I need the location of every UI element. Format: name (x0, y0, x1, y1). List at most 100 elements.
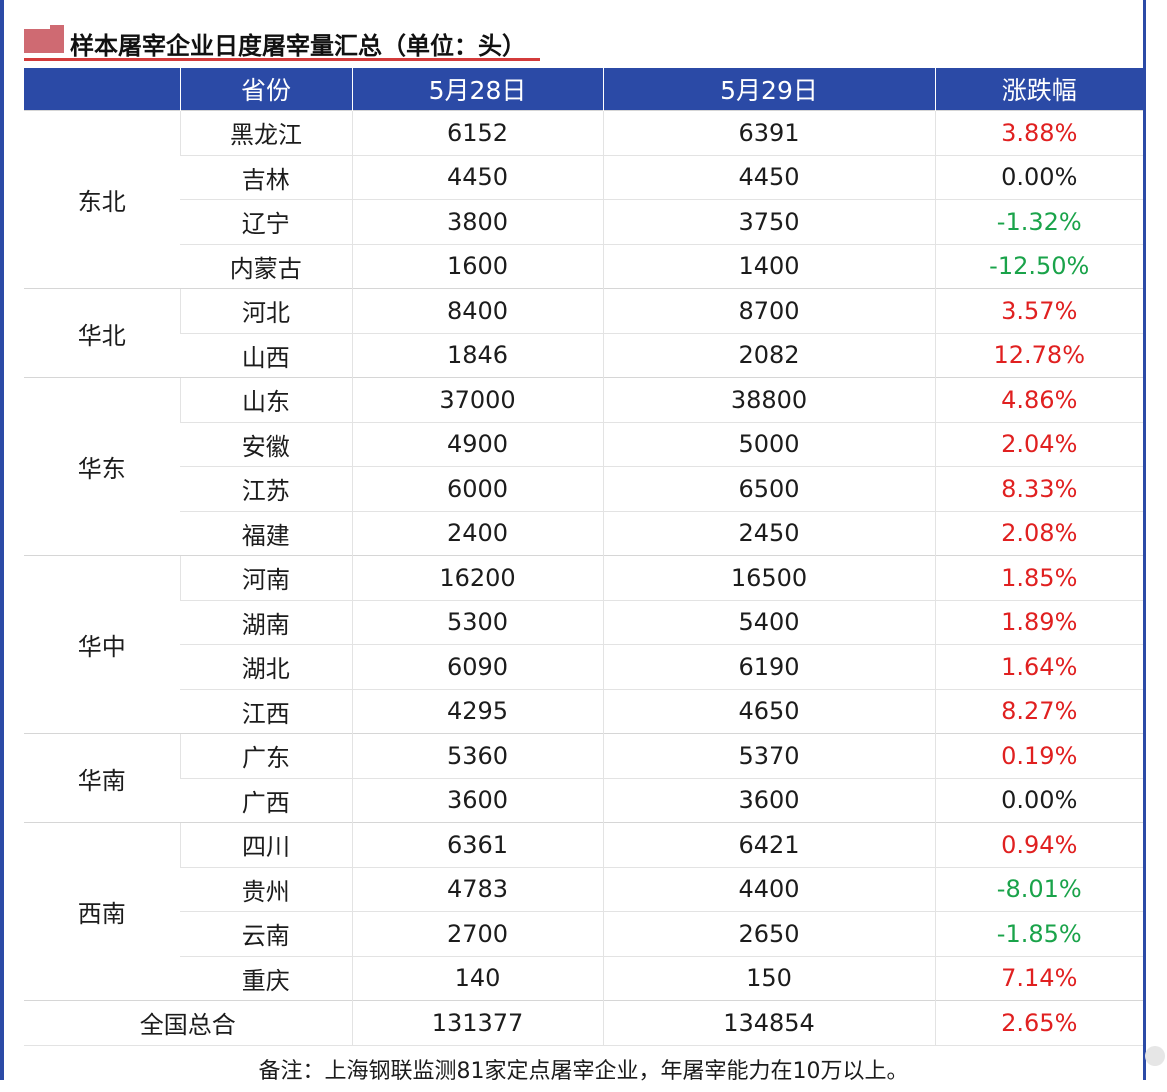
change-cell: 2.08% (934, 510, 1143, 556)
table-row: 辽宁 3800 3750 -1.32% (24, 199, 1143, 244)
table-row: 华南 广东 5360 5370 0.19% (24, 733, 1143, 823)
change-cell: 0.00% (934, 777, 1143, 823)
may28-cell: 4450 (351, 154, 603, 200)
table-row: 东北 黑龙江 6152 6391 3.88% (24, 110, 1143, 289)
table-row: 广西 3600 3600 0.00% (24, 777, 1143, 823)
header-region (24, 68, 180, 111)
change-cell: 3.57% (934, 288, 1143, 333)
may28-cell: 6361 (351, 822, 603, 867)
may29-cell: 6500 (602, 466, 935, 511)
table-row: 华北 河北 8400 8700 3.57% (24, 288, 1143, 378)
may28-cell: 6000 (351, 466, 603, 511)
title-marker (24, 25, 64, 53)
left-border (0, 0, 4, 1080)
may29-cell: 16500 (602, 555, 935, 600)
change-cell: -1.85% (934, 911, 1143, 956)
slaughter-table-container: 省份 5月28日 5月29日 涨跌幅 东北 黑龙江 6152 6391 3.88% 吉林 4… (24, 68, 1143, 1092)
may29-cell: 150 (602, 955, 935, 1001)
region-cell: 西南 (24, 822, 180, 1001)
may28-cell: 4900 (351, 421, 603, 467)
header-may28: 5月28日 (351, 68, 603, 111)
table-row: 福建 2400 2450 2.08% (24, 510, 1143, 556)
may29-cell: 38800 (602, 377, 935, 422)
change-cell: 1.64% (934, 644, 1143, 689)
may29-cell: 3750 (602, 199, 935, 244)
change-cell: 0.00% (934, 154, 1143, 200)
note-text: 备注：上海钢联监测81家定点屠宰企业，年屠宰能力在10万以上。 (24, 1044, 1143, 1092)
may29-cell: 2450 (602, 510, 935, 556)
may28-cell: 2400 (351, 510, 603, 556)
may29-cell: 4400 (602, 866, 935, 912)
may28-cell: 3600 (351, 777, 603, 823)
region-cell: 华中 (24, 555, 180, 734)
may28-cell: 8400 (351, 288, 603, 333)
may28-cell: 4295 (351, 688, 603, 734)
may28-cell: 5300 (351, 599, 603, 645)
header-may29: 5月29日 (602, 68, 935, 111)
province-cell: 云南 (180, 911, 352, 956)
change-cell: 1.89% (934, 599, 1143, 645)
may29-cell: 6421 (602, 822, 935, 867)
change-cell: -8.01% (934, 866, 1143, 912)
may28-cell: 37000 (351, 377, 603, 422)
may28-cell: 3800 (351, 199, 603, 244)
change-cell: 4.86% (934, 377, 1143, 422)
watermark-badge (1145, 1046, 1165, 1066)
may29-cell: 2650 (602, 911, 935, 956)
change-cell: 7.14% (934, 955, 1143, 1001)
may29-cell: 5400 (602, 599, 935, 645)
region-cell: 华南 (24, 733, 180, 823)
table-row: 重庆 140 150 7.14% (24, 955, 1143, 1001)
header-province: 省份 (179, 68, 352, 111)
table-row: 贵州 4783 4400 -8.01% (24, 866, 1143, 912)
province-cell: 四川 (179, 822, 352, 867)
change-cell: 8.27% (934, 688, 1143, 734)
may28-cell: 16200 (351, 555, 603, 600)
change-cell: -1.32% (934, 199, 1143, 244)
table-row: 安徽 4900 5000 2.04% (24, 421, 1143, 467)
change-cell: 0.94% (934, 822, 1143, 867)
province-cell: 安徽 (180, 421, 352, 467)
title-bar: 样本屠宰企业日度屠宰量汇总（单位：头） (24, 22, 1134, 62)
province-cell: 山东 (179, 377, 352, 422)
table-row: 湖南 5300 5400 1.89% (24, 599, 1143, 645)
change-cell: 2.04% (934, 421, 1143, 467)
province-cell: 江苏 (180, 466, 352, 511)
may29-cell: 6391 (602, 110, 935, 155)
slaughter-table: 省份 5月28日 5月29日 涨跌幅 东北 黑龙江 6152 6391 3.88% 吉林 4… (24, 68, 1143, 1092)
title-underline (24, 58, 540, 61)
may28-cell: 1846 (351, 332, 603, 378)
table-row: 西南 四川 6361 6421 0.94% (24, 822, 1143, 1001)
table-body: 东北 黑龙江 6152 6391 3.88% 吉林 4450 4450 0.00% 辽宁 3800 3… (24, 110, 1143, 1092)
note-row: 备注：上海钢联监测81家定点屠宰企业，年屠宰能力在10万以上。 (24, 1044, 1143, 1092)
may29-cell: 5370 (602, 733, 935, 778)
change-cell: 8.33% (934, 466, 1143, 511)
change-cell: 3.88% (934, 110, 1143, 155)
table-row: 山西 1846 2082 12.78% (24, 332, 1143, 378)
change-cell: -12.50% (934, 243, 1143, 289)
total-change: 2.65% (934, 1000, 1143, 1045)
change-cell: 1.85% (934, 555, 1143, 600)
table-row: 华中 河南 16200 16500 1.85% (24, 555, 1143, 734)
total-may29: 134854 (602, 1000, 935, 1045)
may28-cell: 2700 (351, 911, 603, 956)
region-cell: 华东 (24, 377, 180, 556)
table-row: 内蒙古 1600 1400 -12.50% (24, 243, 1143, 289)
page-title: 样本屠宰企业日度屠宰量汇总（单位：头） (70, 32, 526, 60)
region-cell: 东北 (24, 110, 180, 289)
may29-cell: 6190 (602, 644, 935, 689)
province-cell: 河南 (179, 555, 352, 600)
table-row: 云南 2700 2650 -1.85% (24, 911, 1143, 956)
province-cell: 江西 (180, 688, 352, 734)
may28-cell: 4783 (351, 866, 603, 912)
may29-cell: 4650 (602, 688, 935, 734)
may28-cell: 5360 (351, 733, 603, 778)
total-label: 全国总合 (24, 1000, 352, 1045)
change-cell: 12.78% (934, 332, 1143, 378)
may29-cell: 8700 (602, 288, 935, 333)
may29-cell: 5000 (602, 421, 935, 467)
table-row: 华东 山东 37000 38800 4.86% (24, 377, 1143, 556)
may28-cell: 6152 (351, 110, 603, 155)
province-cell: 湖北 (180, 644, 352, 689)
province-cell: 重庆 (180, 955, 352, 1001)
